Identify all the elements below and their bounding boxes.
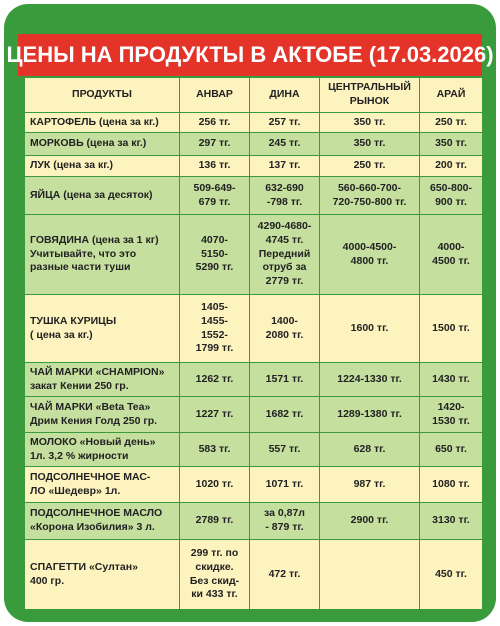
- product-cell: МОЛОКО «Новый день» 1л. 3,2 % жирности: [24, 432, 180, 467]
- column-header: ПРОДУКТЫ: [24, 77, 180, 113]
- price-cell: 632-690 -798 тг.: [249, 176, 320, 215]
- price-cell: 2900 тг.: [319, 502, 420, 540]
- price-cell: 560-660-700- 720-750-800 тг.: [319, 176, 420, 215]
- price-cell: 3130 тг.: [419, 502, 483, 540]
- table-row: ЧАЙ МАРКИ «Beta Tea» Дрим Кения Голд 250…: [24, 396, 483, 433]
- price-cell: 472 тг.: [249, 539, 320, 610]
- price-cell: 1020 тг.: [179, 466, 250, 503]
- price-cell: 250 тг.: [419, 112, 483, 133]
- product-cell: КАРТОФЕЛЬ (цена за кг.): [24, 112, 180, 133]
- price-cell: 509-649- 679 тг.: [179, 176, 250, 215]
- column-header: ЦЕНТРАЛЬНЫЙ РЫНОК: [319, 77, 420, 113]
- price-cell: 1080 тг.: [419, 466, 483, 503]
- price-cell: 450 тг.: [419, 539, 483, 610]
- price-cell: 1571 тг.: [249, 362, 320, 397]
- product-cell: ЧАЙ МАРКИ «CHAMPION» закат Кении 250 гр.: [24, 362, 180, 397]
- table-row: МОРКОВЬ (цена за кг.) 297 тг. 245 тг. 350 т…: [24, 132, 483, 156]
- price-cell: 628 тг.: [319, 432, 420, 467]
- price-cell: 1420- 1530 тг.: [419, 396, 483, 433]
- product-cell: ПОДСОЛНЕЧНОЕ МАС- ЛО «Шедевр» 1л.: [24, 466, 180, 503]
- price-cell: 137 тг.: [249, 155, 320, 177]
- product-cell: ТУШКА КУРИЦЫ ( цена за кг.): [24, 294, 180, 363]
- price-cell: 1430 тг.: [419, 362, 483, 397]
- price-cell: за 0,87л - 879 тг.: [249, 502, 320, 540]
- product-cell: СПАГЕТТИ «Султан» 400 гр.: [24, 539, 180, 610]
- price-cell: 200 тг.: [419, 155, 483, 177]
- header-row: ПРОДУКТЫ АНВАР ДИНА ЦЕНТРАЛЬНЫЙ РЫНОК АРАЙ: [24, 77, 483, 113]
- price-cell: 1262 тг.: [179, 362, 250, 397]
- price-cell: 256 тг.: [179, 112, 250, 133]
- background-card: ЦЕНЫ НА ПРОДУКТЫ В АКТОБЕ (17.03.2026) П…: [4, 4, 496, 622]
- price-cell: 350 тг.: [319, 132, 420, 156]
- price-cell: 250 тг.: [319, 155, 420, 177]
- price-cell: 4070- 5150- 5290 тг.: [179, 214, 250, 295]
- price-cell: 583 тг.: [179, 432, 250, 467]
- price-cell: 1600 тг.: [319, 294, 420, 363]
- price-cell: 350 тг.: [419, 132, 483, 156]
- table-row: ЧАЙ МАРКИ «CHAMPION» закат Кении 250 гр.…: [24, 362, 483, 397]
- table-row: СПАГЕТТИ «Султан» 400 гр. 299 тг. по скид…: [24, 539, 483, 610]
- price-cell: 1500 тг.: [419, 294, 483, 363]
- price-cell: 297 тг.: [179, 132, 250, 156]
- price-cell: [319, 539, 420, 610]
- price-cell: 1227 тг.: [179, 396, 250, 433]
- product-cell: ПОДСОЛНЕЧНОЕ МАСЛО «Корона Изобилия» 3 л…: [24, 502, 180, 540]
- title-banner: ЦЕНЫ НА ПРОДУКТЫ В АКТОБЕ (17.03.2026): [6, 34, 494, 76]
- product-cell: ГОВЯДИНА (цена за 1 кг) Учитывайте, что …: [24, 214, 180, 295]
- price-cell: 987 тг.: [319, 466, 420, 503]
- price-cell: 4000- 4500 тг.: [419, 214, 483, 295]
- price-cell: 1400- 2080 тг.: [249, 294, 320, 363]
- product-cell: ЯЙЦА (цена за десяток): [24, 176, 180, 215]
- table-row: ПОДСОЛНЕЧНОЕ МАСЛО «Корона Изобилия» 3 л…: [24, 502, 483, 540]
- product-cell: ЧАЙ МАРКИ «Beta Tea» Дрим Кения Голд 250…: [24, 396, 180, 433]
- price-cell: 299 тг. по скидке. Без скид- ки 433 тг.: [179, 539, 250, 610]
- column-header: АРАЙ: [419, 77, 483, 113]
- product-cell: ЛУК (цена за кг.): [24, 155, 180, 177]
- price-cell: 1289-1380 тг.: [319, 396, 420, 433]
- price-cell: 1071 тг.: [249, 466, 320, 503]
- price-cell: 557 тг.: [249, 432, 320, 467]
- price-cell: 350 тг.: [319, 112, 420, 133]
- table-row: МОЛОКО «Новый день» 1л. 3,2 % жирности 58…: [24, 432, 483, 467]
- column-header: АНВАР: [179, 77, 250, 113]
- table-row: КАРТОФЕЛЬ (цена за кг.) 256 тг. 257 тг. 350…: [24, 112, 483, 133]
- table-row: ПОДСОЛНЕЧНОЕ МАС- ЛО «Шедевр» 1л. 1020 тг…: [24, 466, 483, 503]
- table-row: ГОВЯДИНА (цена за 1 кг) Учитывайте, что …: [24, 214, 483, 295]
- price-cell: 2789 тг.: [179, 502, 250, 540]
- price-cell: 1682 тг.: [249, 396, 320, 433]
- product-cell: МОРКОВЬ (цена за кг.): [24, 132, 180, 156]
- column-header: ДИНА: [249, 77, 320, 113]
- price-cell: 1405- 1455- 1552- 1799 тг.: [179, 294, 250, 363]
- price-cell: 1224-1330 тг.: [319, 362, 420, 397]
- price-cell: 136 тг.: [179, 155, 250, 177]
- price-table: ПРОДУКТЫ АНВАР ДИНА ЦЕНТРАЛЬНЫЙ РЫНОК АРАЙ К…: [24, 77, 483, 610]
- price-cell: 4000-4500- 4800 тг.: [319, 214, 420, 295]
- price-cell: 650-800- 900 тг.: [419, 176, 483, 215]
- price-cell: 245 тг.: [249, 132, 320, 156]
- table-row: ТУШКА КУРИЦЫ ( цена за кг.) 1405- 1455- 1…: [24, 294, 483, 363]
- table-row: ЯЙЦА (цена за десяток) 509-649- 679 тг. 63…: [24, 176, 483, 215]
- price-cell: 4290-4680- 4745 тг. Передний отруб за 27…: [249, 214, 320, 295]
- price-cell: 650 тг.: [419, 432, 483, 467]
- price-cell: 257 тг.: [249, 112, 320, 133]
- table-row: ЛУК (цена за кг.) 136 тг. 137 тг. 250 тг. 20…: [24, 155, 483, 177]
